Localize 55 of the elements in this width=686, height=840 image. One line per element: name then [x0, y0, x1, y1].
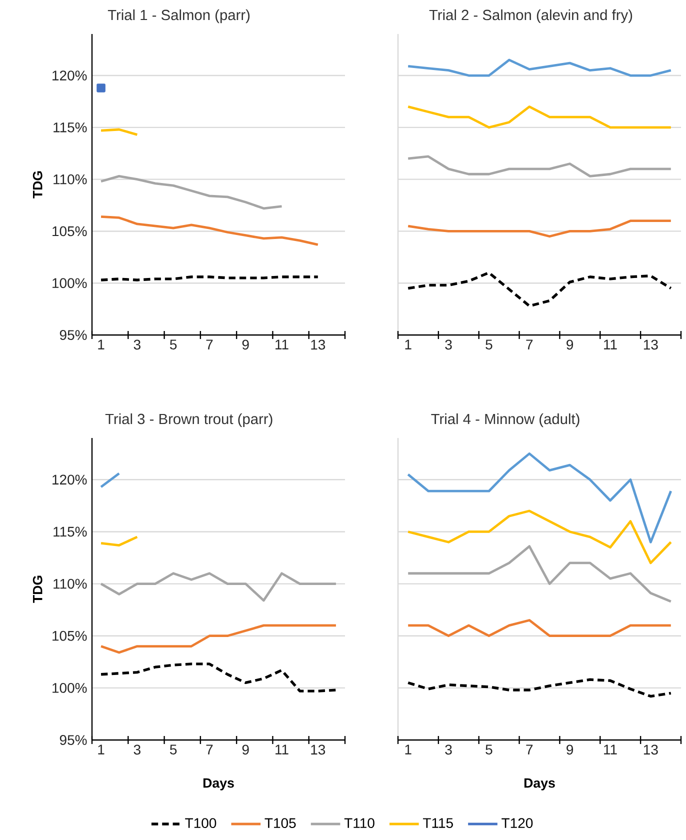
x-tick-label: 11: [604, 340, 617, 350]
y-tick-label: 120%: [52, 70, 87, 80]
x-tick-label: 13: [311, 744, 326, 755]
legend-label: T110: [344, 818, 374, 828]
x-tick-label: 13: [644, 340, 658, 350]
x-tick-label: 13: [311, 340, 326, 350]
y-axis-title: TDG: [32, 576, 42, 603]
x-tick-label: 11: [276, 744, 288, 754]
x-axis-title: Days: [203, 778, 234, 790]
line-series: [100, 662, 338, 692]
y-tick-label: 100%: [52, 278, 87, 288]
legend-label: T105: [264, 818, 296, 828]
x-tick-label: 5: [486, 340, 492, 350]
y-tick-label: 110%: [54, 174, 87, 184]
x-tick-label: 7: [526, 744, 533, 754]
legend-label: T115: [422, 818, 453, 828]
y-axis-title: TDG: [32, 171, 42, 198]
x-tick-label: 1: [98, 744, 104, 754]
y-tick-label: 100%: [52, 682, 87, 693]
x-tick-label: 5: [170, 340, 177, 350]
x-tick-label: 1: [405, 340, 412, 350]
y-tick-label: 105%: [52, 226, 87, 236]
x-tick-label: 3: [445, 744, 452, 755]
x-tick-label: 3: [134, 744, 140, 755]
y-tick-label: 105%: [52, 630, 87, 641]
chart-title: Trial 3 - Brown trout (parr): [105, 413, 272, 428]
chart-title: Trial 2 - Salmon (alevin and fry): [429, 9, 632, 24]
x-axis-title: Days: [524, 778, 555, 790]
x-tick-label: 7: [206, 744, 213, 754]
x-tick-label: 5: [170, 744, 177, 754]
x-tick-label: 9: [566, 744, 574, 755]
x-tick-label: 7: [206, 340, 213, 350]
x-tick-label: 11: [276, 340, 288, 350]
x-tick-label: 9: [242, 340, 249, 350]
x-tick-label: 3: [134, 340, 140, 350]
y-tick-label: 110%: [54, 578, 87, 589]
y-tick-label: 120%: [52, 474, 87, 485]
x-tick-label: 9: [242, 744, 249, 755]
chart-title: Trial 1 - Salmon (parr): [108, 9, 250, 24]
x-tick-label: 3: [445, 340, 452, 350]
y-tick-label: 95%: [60, 735, 87, 745]
chart-title: Trial 4 - Minnow (adult): [431, 413, 580, 428]
y-tick-label: 115%: [54, 122, 87, 132]
y-tick-label: 115%: [54, 526, 87, 537]
x-tick-label: 1: [98, 340, 104, 350]
x-tick-label: 7: [526, 340, 533, 350]
x-tick-label: 13: [644, 744, 658, 755]
x-tick-label: 1: [405, 744, 412, 754]
x-tick-label: 5: [486, 744, 492, 754]
x-tick-label: 9: [566, 340, 574, 350]
legend-label: T120: [502, 818, 533, 828]
x-tick-label: 11: [604, 744, 617, 754]
y-tick-label: 95%: [60, 330, 87, 340]
line-series: [100, 175, 283, 210]
legend-label: T100: [185, 818, 216, 828]
